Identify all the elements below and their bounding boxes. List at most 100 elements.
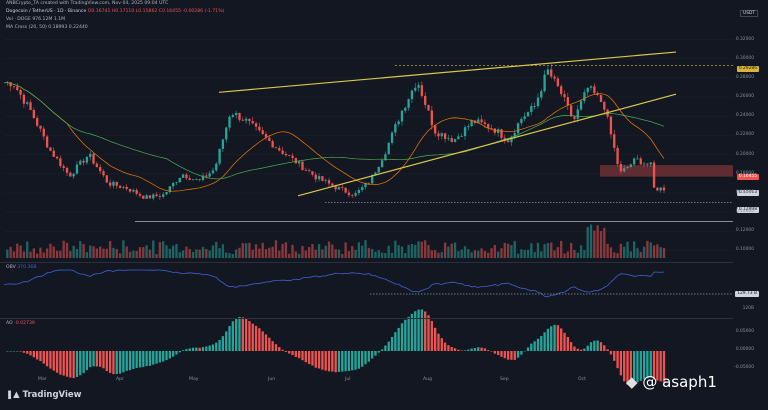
volume-bar <box>347 251 351 258</box>
volume-bar <box>447 246 450 258</box>
ao-bar <box>118 351 122 374</box>
volume-bar <box>357 242 361 258</box>
volume-bar <box>370 248 374 258</box>
ao-bar <box>188 348 191 351</box>
resistance-zone <box>600 165 733 177</box>
candle-body <box>19 90 22 95</box>
ao-bar <box>623 351 626 382</box>
ao-bar <box>89 351 92 368</box>
ao-bar <box>304 351 307 363</box>
pane-separator-obv <box>0 262 733 263</box>
candle-body <box>397 121 400 125</box>
candle-body <box>407 99 410 108</box>
volume-bar <box>288 253 291 258</box>
ao-bar <box>447 345 450 351</box>
candle-body <box>16 86 19 91</box>
volume-bar <box>221 244 225 258</box>
ao-bar <box>337 351 341 372</box>
candle-body <box>632 158 636 165</box>
volume-bar <box>487 252 490 258</box>
ao-bar <box>506 351 510 360</box>
candle-body <box>649 162 652 165</box>
volume-bar <box>579 245 583 258</box>
candle-body <box>62 166 65 168</box>
month-label: Oct <box>578 377 586 382</box>
candle-body <box>520 118 523 124</box>
candle-body <box>99 167 102 172</box>
volume-bar <box>208 250 211 258</box>
ao-bar <box>185 349 188 351</box>
volume-bar <box>89 245 92 258</box>
candle-body <box>82 160 85 163</box>
ao-bar <box>434 327 437 351</box>
candle-body <box>550 69 553 77</box>
volume-bar <box>178 252 181 258</box>
volume-bar <box>291 244 294 258</box>
volume-bar <box>79 241 82 258</box>
volume-bar <box>384 253 387 258</box>
ao-bar <box>579 349 583 351</box>
candle-body <box>235 112 238 116</box>
ao-bar <box>390 336 394 351</box>
ao-bar <box>443 342 447 351</box>
candle-body <box>198 179 201 181</box>
volume-bar <box>261 242 264 258</box>
volume-bar <box>191 251 195 258</box>
ao-bar <box>513 351 516 360</box>
candle-body <box>132 189 135 192</box>
ao-bar <box>414 311 417 351</box>
volume-bar <box>145 245 148 258</box>
ao-bar <box>145 351 148 367</box>
volume-bar <box>453 242 457 258</box>
ao-bar <box>503 351 506 359</box>
ao-bar <box>483 348 487 351</box>
price-tag-support-2: 0.12998 <box>736 207 759 213</box>
currency-badge[interactable]: USDT <box>740 10 759 17</box>
candle-body <box>424 95 427 105</box>
candle-body <box>327 180 331 184</box>
candle-body <box>36 117 39 126</box>
ao-bar <box>652 351 656 380</box>
candle-body <box>460 136 463 137</box>
ao-tick-3: -0.05000 <box>734 365 754 370</box>
binance-icon: ◆ <box>626 373 638 391</box>
ao-bar <box>274 344 278 351</box>
candle-body <box>95 163 99 168</box>
volume-bar <box>188 249 191 258</box>
candle-body <box>490 128 493 129</box>
ao-bar <box>573 346 576 351</box>
candle-body <box>152 194 155 199</box>
candle-body <box>437 133 440 137</box>
candle-body <box>298 161 301 164</box>
candle-body <box>616 147 619 164</box>
volume-bar <box>12 251 16 258</box>
candle-body <box>357 190 361 194</box>
volume-bar <box>516 253 520 258</box>
ao-bar <box>317 351 321 369</box>
volume-bar <box>526 249 530 258</box>
candle-body <box>241 119 244 121</box>
candle-body <box>162 194 165 197</box>
ao-bar <box>115 351 118 375</box>
volume-bar <box>95 248 99 258</box>
candle-body <box>55 156 59 159</box>
ao-bar <box>662 351 666 383</box>
ao-label: AO <box>6 321 13 326</box>
candle-body <box>377 166 380 173</box>
ao-bar <box>152 351 155 365</box>
candle-body <box>566 97 569 106</box>
ao-bar <box>158 351 162 363</box>
candle-body <box>125 186 128 189</box>
volume-bar <box>225 252 228 258</box>
candle-body <box>523 116 526 119</box>
candle-body <box>470 120 473 127</box>
candle-body <box>244 118 248 121</box>
month-label: Aug <box>423 377 432 382</box>
candle-body <box>261 130 264 135</box>
volume-bar <box>99 246 102 258</box>
candle-body <box>291 155 294 158</box>
candle-body <box>231 115 234 117</box>
tradingview-logo[interactable]: ❚▲ TradingView <box>6 390 82 400</box>
volume-bar <box>158 242 162 258</box>
